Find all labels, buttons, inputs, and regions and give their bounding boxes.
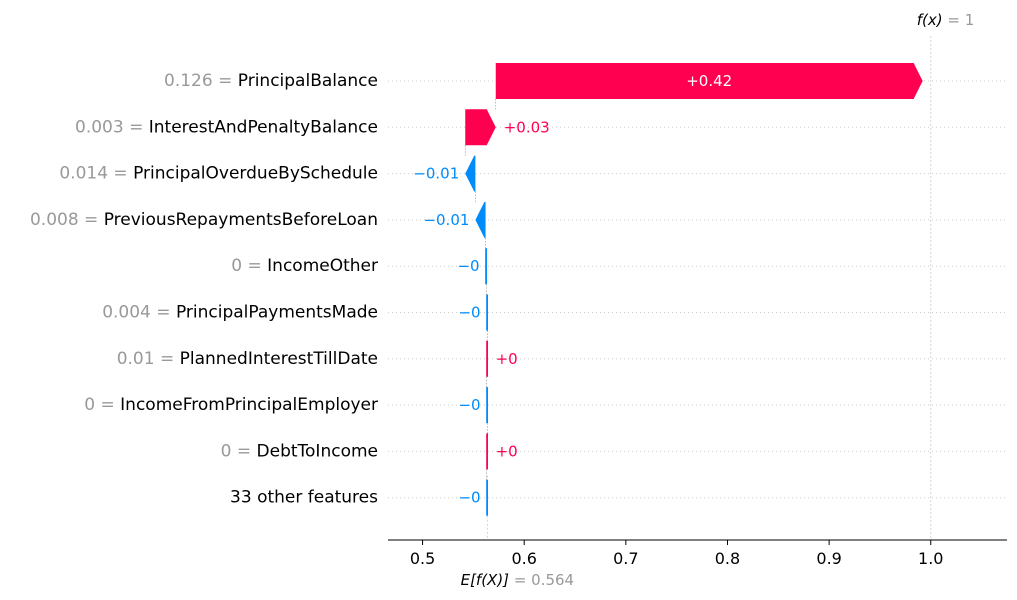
feature-label: 0.004 = PrincipalPaymentsMade <box>102 303 378 323</box>
waterfall-bar <box>486 433 489 470</box>
feature-value: 0 <box>231 256 242 276</box>
waterfall-bar <box>465 155 476 192</box>
feature-label: 0.008 = PreviousRepaymentsBeforeLoan <box>30 210 378 230</box>
feature-name: PrincipalBalance <box>238 71 378 91</box>
output-value-label: f(x) <box>917 11 948 29</box>
annotations: E[f(X)] = 0.564 f(x) = 1 <box>461 11 975 589</box>
feature-value: 0.014 <box>59 164 108 184</box>
feature-value: 0.008 <box>30 210 79 230</box>
bars: −0 +0 −0 +0 −0 −0 −0.01 −0.01 +0.03 +0.42 <box>413 63 923 516</box>
waterfall-bar <box>475 201 486 238</box>
waterfall-bar <box>486 479 489 516</box>
waterfall-bar <box>465 109 496 146</box>
feature-name: PreviousRepaymentsBeforeLoan <box>104 210 378 230</box>
x-tick-label: 0.7 <box>613 549 638 568</box>
bar-value-label: −0 <box>458 396 480 414</box>
feature-label: 0 = DebtToIncome <box>221 441 378 461</box>
feature-label: 0 = IncomeFromPrincipalEmployer <box>84 395 378 415</box>
waterfall-bar <box>486 294 489 331</box>
bar-value-label: +0.42 <box>686 72 732 90</box>
feature-name: PlannedInterestTillDate <box>180 349 378 369</box>
feature-name: 33 other features <box>230 488 378 508</box>
x-tick-label: 0.9 <box>816 549 841 568</box>
feature-label: 0.014 = PrincipalOverdueBySchedule <box>59 164 378 184</box>
equals-sign: = <box>124 117 149 137</box>
feature-value: 0.126 <box>164 71 213 91</box>
feature-name: IncomeOther <box>267 256 378 276</box>
equals-sign: = <box>242 256 267 276</box>
base-value-number: = 0.564 <box>514 571 574 589</box>
equals-sign: = <box>151 303 176 323</box>
feature-name: PrincipalOverdueBySchedule <box>133 164 378 184</box>
feature-label: 33 other features <box>230 488 378 508</box>
equals-sign: = <box>155 349 180 369</box>
bar-value-label: −0 <box>457 257 479 275</box>
feature-value: 0.003 <box>75 117 124 137</box>
feature-name: IncomeFromPrincipalEmployer <box>120 395 378 415</box>
waterfall-bar <box>495 63 923 99</box>
feature-labels: 0.126 = PrincipalBalance 0.003 = Interest… <box>30 71 378 508</box>
feature-label: 0.01 = PlannedInterestTillDate <box>117 349 378 369</box>
feature-label: 0.126 = PrincipalBalance <box>164 71 378 91</box>
equals-sign: = <box>79 210 104 230</box>
equals-sign: = <box>108 164 133 184</box>
waterfall-bar <box>486 387 489 424</box>
bar-value-label: −0.01 <box>423 211 469 229</box>
equals-sign: = <box>95 395 120 415</box>
bar-value-label: +0.03 <box>504 118 550 136</box>
feature-value: 0.004 <box>102 303 151 323</box>
bar-value-label: −0 <box>458 489 480 507</box>
waterfall-bar <box>486 340 489 377</box>
base-value-label: E[f(X)] <box>461 571 514 589</box>
equals-sign: = <box>213 71 238 91</box>
feature-name: InterestAndPenaltyBalance <box>149 117 378 137</box>
feature-value: 0.01 <box>117 349 155 369</box>
equals-sign: = <box>231 441 256 461</box>
feature-label: 0.003 = InterestAndPenaltyBalance <box>75 117 378 137</box>
waterfall-bar <box>485 248 487 285</box>
x-tick-label: 0.6 <box>511 549 536 568</box>
x-axis: 0.5 0.6 0.7 0.8 0.9 1.0 <box>388 539 1007 568</box>
output-value-number: = 1 <box>947 11 974 29</box>
output-value-annotation: f(x) = 1 <box>917 11 975 29</box>
feature-value: 0 <box>84 395 95 415</box>
feature-name: PrincipalPaymentsMade <box>176 303 378 323</box>
feature-label: 0 = IncomeOther <box>231 256 378 276</box>
feature-value: 0 <box>221 441 232 461</box>
bar-value-label: −0 <box>458 304 480 322</box>
x-tick-label: 0.8 <box>715 549 740 568</box>
bar-value-label: −0.01 <box>413 165 459 183</box>
bar-value-label: +0 <box>496 350 518 368</box>
x-tick-label: 0.5 <box>410 549 435 568</box>
feature-name: DebtToIncome <box>257 441 378 461</box>
bar-value-label: +0 <box>496 442 518 460</box>
x-tick-label: 1.0 <box>918 549 943 568</box>
base-value-annotation: E[f(X)] = 0.564 <box>461 571 575 589</box>
